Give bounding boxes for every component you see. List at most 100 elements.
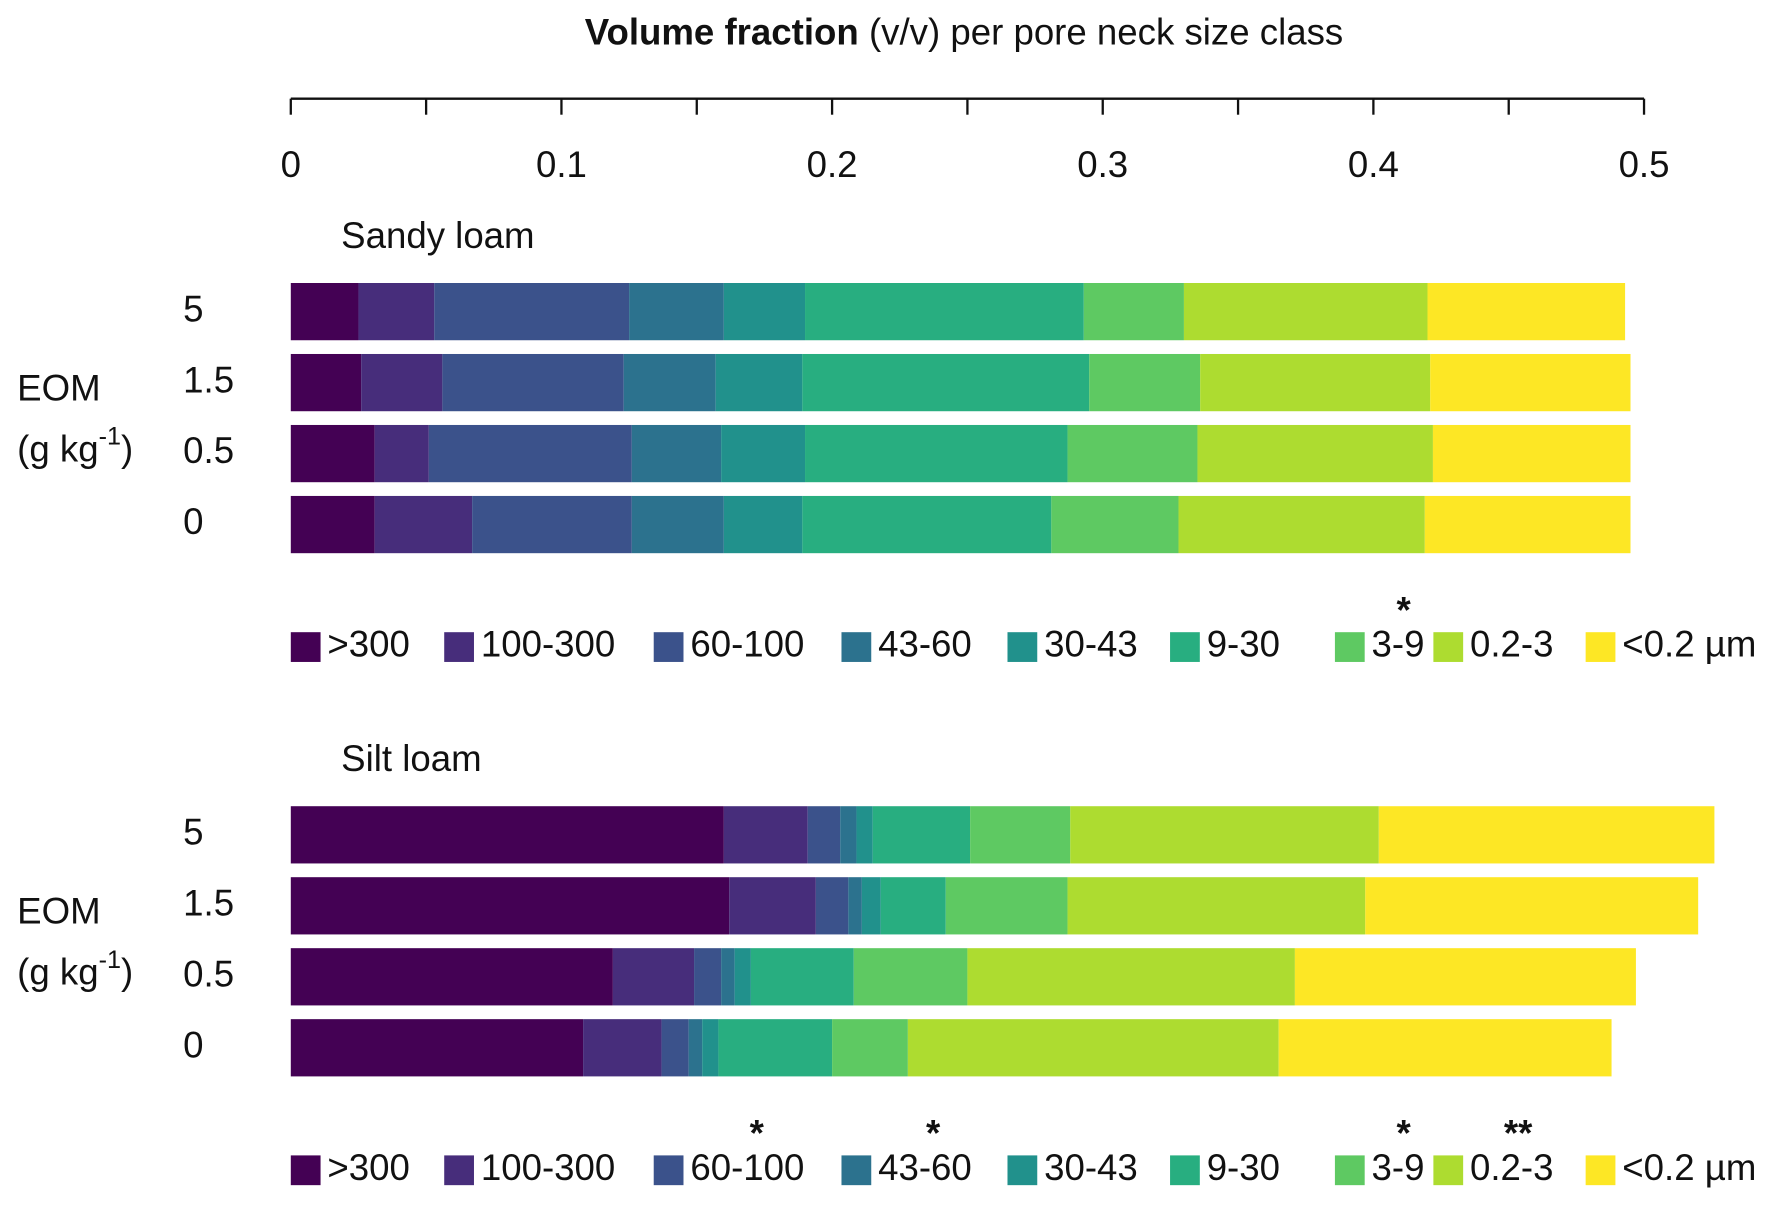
- legend-swatch: [653, 632, 684, 662]
- bar-segment: [688, 1019, 703, 1077]
- legend-swatch: [290, 632, 321, 662]
- bar-segment: [1432, 424, 1631, 483]
- legend-swatch: [1433, 1155, 1464, 1186]
- legend-swatch: [1334, 1155, 1365, 1186]
- bar-segment: [723, 495, 803, 554]
- bar-segment: [723, 283, 806, 341]
- panel-title: Sandy loam: [341, 215, 534, 256]
- bar-segment: [1365, 877, 1699, 935]
- y-unit-sup: -1: [99, 422, 121, 450]
- bar-segment: [434, 283, 630, 341]
- bar-segment: [970, 806, 1071, 864]
- bar-segment: [815, 877, 849, 935]
- bar-segment: [428, 424, 632, 483]
- bar-segment: [358, 283, 435, 341]
- significance-mark: *: [1396, 589, 1411, 630]
- y-tick-label: 0: [183, 1024, 203, 1065]
- legend-label: 0.2-3: [1470, 624, 1553, 665]
- bar-segment: [631, 424, 722, 483]
- bar-segment: [472, 495, 632, 554]
- bar-segment: [805, 283, 1084, 341]
- bar-segment: [1178, 495, 1425, 554]
- legend-label: 30-43: [1044, 624, 1138, 665]
- bar-segment: [734, 948, 751, 1006]
- legend-label: 0.2-3: [1470, 1147, 1553, 1188]
- bar-segment: [629, 283, 724, 341]
- y-tick-label: 1.5: [183, 882, 234, 923]
- bar-segment: [750, 948, 854, 1006]
- bar-segment: [723, 806, 808, 864]
- significance-mark: **: [1504, 1113, 1533, 1154]
- bar-segment: [583, 1019, 662, 1077]
- bar-segment: [1089, 353, 1201, 412]
- bar-segment: [290, 283, 359, 341]
- legend-label: 9-30: [1207, 1147, 1280, 1188]
- bar-segment: [290, 1019, 584, 1077]
- y-tick-label: 0.5: [183, 953, 234, 994]
- bar-segment: [721, 424, 806, 483]
- bar-segment: [1424, 495, 1631, 554]
- y-unit-sup: -1: [99, 945, 121, 973]
- bar-segment: [802, 353, 1090, 412]
- bar-segment: [945, 877, 1068, 935]
- legend-label: 100-300: [481, 624, 615, 665]
- y-tick-label: 5: [183, 288, 203, 329]
- y-unit-part: ): [121, 428, 133, 469]
- bar-segment: [805, 424, 1068, 483]
- legend-swatch: [1007, 632, 1038, 662]
- bar-segment: [1200, 353, 1431, 412]
- y-axis-unit: (g kg-1): [17, 945, 133, 992]
- legend-swatch: [1007, 1155, 1038, 1186]
- bar-segment: [374, 495, 473, 554]
- x-tick-label: 0.4: [1348, 144, 1399, 185]
- bar-segment: [1294, 948, 1636, 1006]
- legend-swatch: [1170, 1155, 1200, 1186]
- bar-segment: [853, 948, 968, 1006]
- bar-segment: [361, 353, 443, 412]
- legend-label: >300: [327, 624, 410, 665]
- x-tick-label: 0.3: [1077, 144, 1128, 185]
- bar-segment: [290, 877, 730, 935]
- legend-swatch: [841, 1155, 872, 1186]
- x-tick-label: 0.5: [1619, 144, 1670, 185]
- bar-segment: [721, 948, 735, 1006]
- panel-title: Silt loam: [341, 738, 481, 779]
- axis-title-bold: Volume fraction: [585, 11, 859, 52]
- bar-segment: [290, 424, 375, 483]
- legend-label: 100-300: [481, 1147, 615, 1188]
- bar-segment: [612, 948, 695, 1006]
- y-axis-title: EOM: [17, 890, 100, 931]
- legend-label: 3-9: [1372, 624, 1425, 665]
- legend-label: <0.2 µm: [1622, 1147, 1756, 1188]
- bar-segment: [1067, 877, 1366, 935]
- legend-label: 30-43: [1044, 1147, 1138, 1188]
- legend-label: 43-60: [878, 1147, 972, 1188]
- legend-label: 60-100: [690, 624, 804, 665]
- y-unit-part: (g kg: [17, 428, 98, 469]
- bar-segment: [872, 806, 971, 864]
- y-unit-part: ): [121, 951, 133, 992]
- axis-title: Volume fraction (v/v) per pore neck size…: [585, 11, 1343, 52]
- bar-segment: [861, 877, 881, 935]
- y-tick-label: 5: [183, 812, 203, 853]
- legend-swatch: [290, 1155, 321, 1186]
- bar-segment: [856, 806, 873, 864]
- bar-segment: [290, 806, 724, 864]
- bar-segment: [715, 353, 803, 412]
- bar-segment: [702, 1019, 719, 1077]
- legend-label: 43-60: [878, 624, 972, 665]
- bar-segment: [967, 948, 1295, 1006]
- legend-swatch: [1585, 632, 1616, 662]
- legend-swatch: [653, 1155, 684, 1186]
- y-axis-unit: (g kg-1): [17, 422, 133, 469]
- x-tick-label: 0.1: [536, 144, 587, 185]
- bar-segment: [1051, 495, 1179, 554]
- legend-label: 60-100: [690, 1147, 804, 1188]
- bar-segment: [661, 1019, 689, 1077]
- bar-segment: [848, 877, 862, 935]
- y-axis-title: EOM: [17, 367, 100, 408]
- legend-swatch: [444, 1155, 474, 1186]
- y-tick-label: 1.5: [183, 359, 234, 400]
